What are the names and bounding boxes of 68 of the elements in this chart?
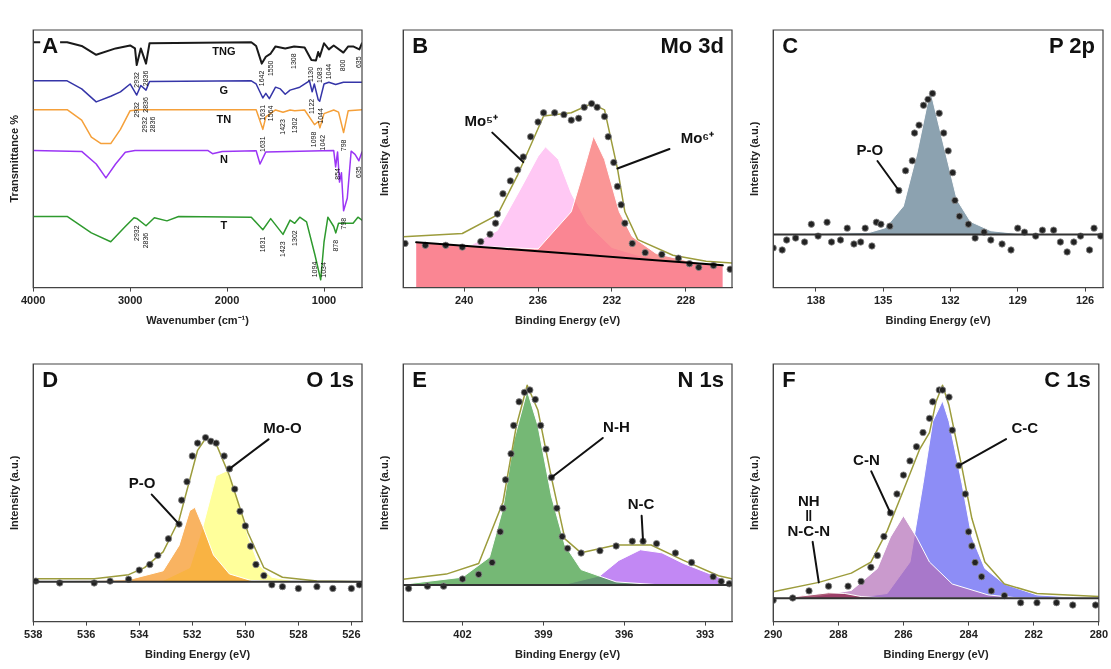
x-tick-label: 528 [289, 628, 308, 641]
annotation: P-O [128, 474, 156, 492]
x-tick-label: 532 [183, 628, 202, 641]
chart-subtitle: P 2p [1048, 33, 1095, 59]
x-tick-label: 240 [454, 294, 474, 307]
x-tick-label: 538 [24, 628, 43, 641]
x-tick-label: 236 [528, 294, 548, 307]
series-label: N [219, 153, 228, 166]
x-tick-label: 126 [1075, 294, 1095, 307]
x-tick-label: 2000 [214, 294, 240, 307]
x-tick-label: 3000 [117, 294, 143, 307]
x-tick-label: 290 [764, 628, 783, 641]
series-label: T [220, 219, 228, 232]
annotation: N-H [603, 417, 630, 435]
chart-title: C [782, 33, 799, 59]
chart-subtitle: O 1s [306, 367, 354, 393]
y-axis-title: Transmittance % [7, 114, 20, 203]
chart-title: A [42, 33, 59, 59]
x-tick-label: 282 [1024, 628, 1043, 641]
x-tick-label: 135 [873, 294, 893, 307]
x-tick-label: 526 [342, 628, 361, 641]
chart-title: E [412, 367, 427, 393]
annotation: C-N [853, 451, 880, 469]
series-label: TNG [212, 45, 236, 58]
x-tick-label: 284 [959, 628, 979, 641]
chart-title: F [782, 367, 796, 393]
chart-title: B [412, 33, 429, 59]
annotation: Mo⁵⁺ [464, 112, 499, 130]
x-axis-title: Binding Energy (eV) [883, 648, 989, 661]
y-axis-title: Intensity (a.u.) [747, 455, 760, 531]
y-axis-title: Intensity (a.u.) [377, 455, 390, 531]
chart-subtitle: C 1s [1044, 367, 1091, 393]
x-tick-label: 138 [806, 294, 826, 307]
x-tick-label: 129 [1008, 294, 1027, 307]
chart-title: D [42, 367, 59, 393]
annotation: P-O [856, 140, 884, 158]
x-tick-label: 286 [894, 628, 913, 641]
y-axis-title: Intensity (a.u.) [377, 121, 390, 197]
x-tick-label: 530 [236, 628, 255, 641]
x-axis-title: Binding Energy (eV) [885, 314, 991, 327]
y-axis-title: Intensity (a.u.) [747, 121, 760, 197]
x-tick-label: 132 [941, 294, 960, 307]
annotation: C-C [1011, 418, 1039, 436]
series-label: G [219, 83, 229, 96]
x-tick-label: 536 [77, 628, 96, 641]
x-tick-label: 288 [829, 628, 848, 641]
x-tick-label: 393 [695, 628, 715, 641]
annotation: Mo⁶⁺ [680, 128, 715, 146]
x-tick-label: 280 [1089, 628, 1108, 641]
x-tick-label: 396 [615, 628, 634, 641]
annotation: Mo-O [263, 419, 302, 437]
x-axis-title: Binding Energy (eV) [515, 314, 621, 327]
series-label: TN [216, 112, 232, 125]
x-tick-label: 399 [534, 628, 553, 641]
chart-subtitle: N 1s [677, 367, 724, 393]
x-axis-title: Wavenumber (cm⁻¹) [146, 314, 250, 327]
y-axis-title: Intensity (a.u.) [7, 455, 20, 531]
x-tick-label: 1000 [311, 294, 337, 307]
x-axis-title: Binding Energy (eV) [515, 648, 621, 661]
x-axis-title: Binding Energy (eV) [145, 648, 251, 661]
x-tick-label: 228 [676, 294, 695, 307]
chart-subtitle: Mo 3d [660, 33, 724, 59]
x-tick-label: 534 [130, 628, 150, 641]
annotation: NH ‖ N-C-N [787, 491, 831, 539]
x-tick-label: 232 [602, 294, 622, 307]
annotation: N-C [627, 495, 655, 513]
x-tick-label: 4000 [20, 294, 46, 307]
x-tick-label: 402 [453, 628, 472, 641]
